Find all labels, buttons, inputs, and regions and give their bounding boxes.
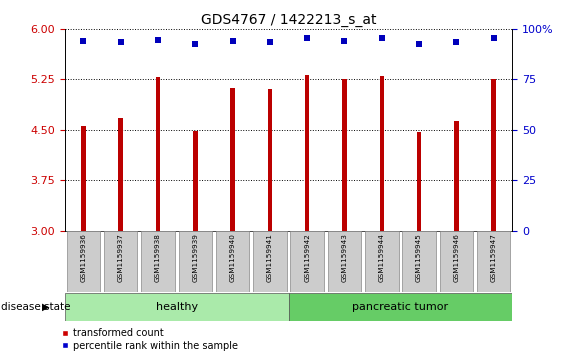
Text: GSM1159943: GSM1159943 xyxy=(342,234,347,282)
Bar xyxy=(81,126,86,231)
Point xyxy=(116,40,125,45)
Text: GSM1159938: GSM1159938 xyxy=(155,234,161,282)
Bar xyxy=(66,231,100,292)
Bar xyxy=(65,293,289,321)
Point xyxy=(452,40,461,45)
Bar xyxy=(230,88,235,231)
Point xyxy=(303,35,312,41)
Point xyxy=(489,35,498,41)
Text: healthy: healthy xyxy=(155,302,198,312)
Bar xyxy=(440,231,473,292)
Point xyxy=(228,38,237,44)
Bar xyxy=(403,231,436,292)
Text: GSM1159945: GSM1159945 xyxy=(416,234,422,282)
Bar xyxy=(417,132,421,231)
Text: GSM1159947: GSM1159947 xyxy=(491,234,497,282)
Text: GSM1159946: GSM1159946 xyxy=(453,234,459,282)
Bar xyxy=(267,90,272,231)
Point xyxy=(191,41,200,47)
Bar xyxy=(328,231,361,292)
Point xyxy=(265,40,274,45)
Text: GSM1159942: GSM1159942 xyxy=(304,234,310,282)
Bar xyxy=(178,231,212,292)
Point xyxy=(79,38,88,44)
Bar xyxy=(141,231,175,292)
Bar xyxy=(156,77,160,231)
Point xyxy=(377,35,386,41)
Text: ▶: ▶ xyxy=(42,302,50,312)
Text: GSM1159937: GSM1159937 xyxy=(118,234,124,282)
Title: GDS4767 / 1422213_s_at: GDS4767 / 1422213_s_at xyxy=(201,13,376,26)
Bar xyxy=(193,131,198,231)
Point xyxy=(414,41,423,47)
Bar xyxy=(342,79,347,231)
Bar xyxy=(253,231,287,292)
Bar xyxy=(118,118,123,231)
Bar xyxy=(305,75,310,231)
Legend: transformed count, percentile rank within the sample: transformed count, percentile rank withi… xyxy=(61,328,238,351)
Text: GSM1159941: GSM1159941 xyxy=(267,234,273,282)
Text: GSM1159936: GSM1159936 xyxy=(81,234,86,282)
Bar xyxy=(216,231,249,292)
Text: GSM1159939: GSM1159939 xyxy=(193,234,198,282)
Bar xyxy=(291,231,324,292)
Bar xyxy=(454,121,459,231)
Text: GSM1159944: GSM1159944 xyxy=(379,234,385,282)
Text: pancreatic tumor: pancreatic tumor xyxy=(352,302,449,312)
Point xyxy=(340,38,349,44)
Bar xyxy=(477,231,511,292)
Bar xyxy=(289,293,512,321)
Bar xyxy=(104,231,137,292)
Bar xyxy=(365,231,399,292)
Point xyxy=(154,37,163,43)
Text: GSM1159940: GSM1159940 xyxy=(230,234,235,282)
Bar xyxy=(379,76,384,231)
Text: disease state: disease state xyxy=(1,302,70,312)
Bar xyxy=(491,79,496,231)
